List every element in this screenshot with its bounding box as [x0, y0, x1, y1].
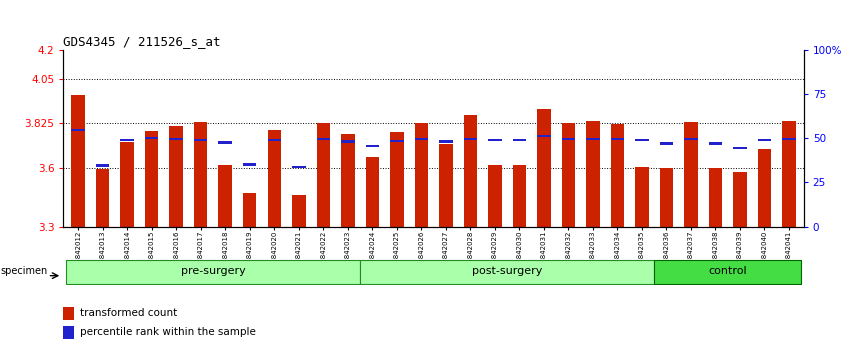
Bar	[243, 164, 256, 166]
Bar	[488, 139, 502, 141]
Bar	[390, 139, 404, 142]
Bar	[145, 131, 158, 227]
Bar	[709, 167, 722, 227]
Bar	[145, 137, 158, 139]
Bar	[390, 132, 404, 227]
Bar	[439, 144, 453, 227]
Bar	[267, 130, 281, 227]
Text: percentile rank within the sample: percentile rank within the sample	[80, 327, 256, 337]
Bar	[513, 165, 526, 227]
Bar	[562, 138, 575, 140]
Bar	[611, 124, 624, 227]
Text: GDS4345 / 211526_s_at: GDS4345 / 211526_s_at	[63, 35, 221, 48]
Bar	[635, 167, 649, 227]
Bar	[341, 134, 354, 227]
Bar	[464, 115, 477, 227]
Bar	[684, 122, 698, 227]
Text: post-surgery: post-surgery	[472, 266, 542, 276]
Bar	[611, 138, 624, 140]
Bar	[218, 141, 232, 144]
Text: transformed count: transformed count	[80, 308, 178, 318]
Bar	[439, 141, 453, 143]
Bar	[537, 135, 551, 137]
Bar	[96, 164, 109, 167]
Bar	[218, 165, 232, 227]
Bar	[709, 142, 722, 144]
Bar	[194, 122, 207, 227]
Bar	[415, 123, 428, 227]
Bar	[316, 123, 330, 227]
Bar	[758, 149, 772, 227]
Bar	[194, 139, 207, 141]
Bar	[733, 172, 747, 227]
Bar	[341, 141, 354, 143]
Bar	[783, 121, 796, 227]
Bar	[586, 138, 600, 140]
Bar	[169, 126, 183, 227]
Bar	[292, 195, 305, 227]
Bar	[120, 142, 134, 227]
Bar	[660, 167, 673, 227]
Bar	[365, 157, 379, 227]
Text: specimen: specimen	[0, 266, 47, 276]
Bar	[365, 145, 379, 147]
Bar	[292, 166, 305, 169]
Bar	[783, 138, 796, 140]
Bar	[562, 123, 575, 227]
Bar	[684, 138, 698, 140]
Bar	[66, 260, 360, 284]
Bar	[654, 260, 801, 284]
Bar	[120, 139, 134, 141]
Bar	[63, 326, 74, 339]
Bar	[267, 139, 281, 141]
Bar	[71, 95, 85, 227]
Bar	[96, 169, 109, 227]
Bar	[63, 307, 74, 320]
Text: control: control	[708, 266, 747, 276]
Bar	[71, 129, 85, 131]
Text: pre-surgery: pre-surgery	[180, 266, 245, 276]
Bar	[758, 139, 772, 141]
Bar	[513, 139, 526, 141]
Bar	[586, 121, 600, 227]
Bar	[464, 138, 477, 140]
Bar	[415, 138, 428, 140]
Bar	[243, 193, 256, 227]
Bar	[316, 138, 330, 140]
Bar	[635, 139, 649, 141]
Bar	[360, 260, 654, 284]
Bar	[169, 138, 183, 140]
Bar	[660, 142, 673, 144]
Bar	[537, 109, 551, 227]
Bar	[488, 165, 502, 227]
Bar	[733, 147, 747, 149]
